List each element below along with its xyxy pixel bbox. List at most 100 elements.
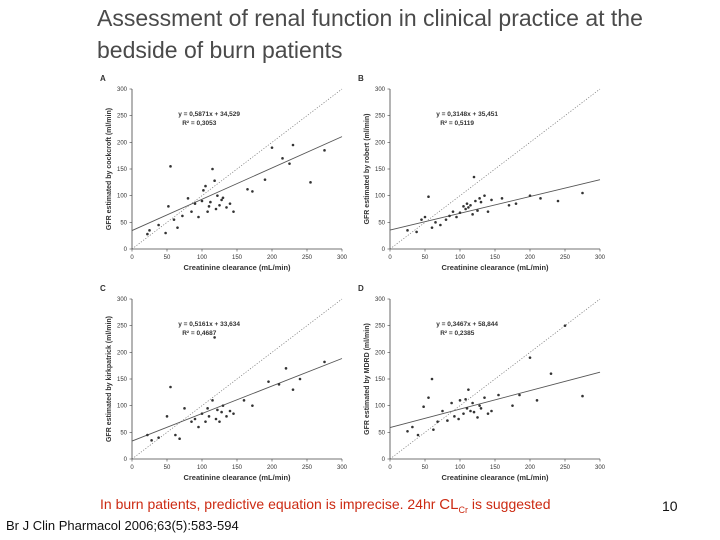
data-point: [225, 206, 228, 209]
y-tick-label: 100: [375, 404, 386, 410]
data-point: [288, 162, 291, 165]
data-point: [439, 223, 442, 227]
x-tick-label: 150: [232, 255, 243, 261]
data-point: [178, 437, 181, 441]
data-point: [486, 412, 490, 415]
data-point: [197, 215, 200, 219]
data-point: [228, 202, 232, 205]
data-point: [479, 407, 483, 410]
data-point: [232, 210, 235, 213]
x-tick-label: 0: [130, 465, 134, 471]
data-point: [232, 412, 235, 415]
data-point: [263, 178, 267, 181]
data-point: [174, 433, 177, 437]
data-point: [549, 372, 553, 375]
data-point: [464, 397, 467, 401]
data-point: [490, 198, 493, 202]
data-point: [193, 202, 197, 205]
y-tick-label: 150: [375, 377, 386, 383]
data-point: [270, 146, 274, 149]
x-tick-label: 100: [197, 465, 208, 471]
y-tick-label: 250: [117, 114, 128, 120]
x-tick-label: 0: [388, 255, 392, 261]
y-tick-label: 300: [375, 87, 386, 93]
conclusion-caption: In burn patients, predictive equation is…: [100, 496, 550, 515]
x-tick-label: 300: [337, 465, 348, 471]
data-point: [430, 377, 434, 381]
x-tick-label: 250: [560, 255, 571, 261]
x-tick-label: 250: [302, 465, 313, 471]
data-point: [411, 425, 414, 429]
data-point: [497, 393, 500, 397]
y-tick-label: 50: [120, 220, 127, 226]
data-point: [190, 420, 193, 423]
data-point: [169, 165, 172, 168]
data-point: [486, 210, 490, 213]
x-tick-label: 150: [490, 255, 501, 261]
data-point: [267, 380, 270, 383]
y-tick-label: 50: [120, 430, 127, 436]
slide-number: 10: [662, 498, 678, 514]
data-point: [581, 191, 584, 195]
x-tick-label: 100: [197, 255, 208, 261]
data-point: [246, 187, 249, 191]
data-point: [190, 210, 193, 213]
data-point: [467, 206, 470, 209]
data-point: [193, 417, 197, 421]
caption-suffix: is suggested: [467, 496, 551, 512]
x-axis-label: Creatinine clearance (mL/min): [183, 473, 291, 482]
data-point: [200, 199, 204, 203]
scatter-panel-c: C 0 50 100 150 200 250 300 0 50 100 150 200 250 300 Cre…: [100, 284, 348, 482]
data-point: [150, 439, 153, 442]
y-tick-label: 200: [117, 350, 128, 356]
y-tick-label: 150: [117, 377, 128, 383]
data-point: [539, 197, 542, 200]
data-point: [448, 214, 451, 218]
data-point: [415, 230, 418, 234]
data-point: [211, 399, 214, 402]
x-tick-label: 300: [595, 255, 606, 261]
data-point: [467, 388, 470, 391]
x-tick-label: 300: [337, 255, 348, 261]
data-point: [207, 205, 211, 208]
y-tick-label: 300: [117, 87, 128, 93]
data-point: [176, 226, 179, 229]
x-tick-label: 150: [490, 465, 501, 471]
x-tick-label: 250: [302, 255, 313, 261]
data-point: [157, 436, 160, 439]
caption-prefix: In burn patients, predictive equation is…: [100, 496, 440, 512]
panel-letter: D: [358, 284, 364, 293]
data-point: [465, 407, 469, 410]
data-point: [444, 218, 448, 221]
data-point: [535, 399, 539, 402]
y-tick-label: 0: [124, 247, 128, 253]
regression-equation: y = 0,3148x + 35,451: [436, 111, 498, 118]
data-point: [164, 231, 167, 235]
slide-title-line-2: bedside of burn patients: [97, 37, 343, 63]
y-tick-label: 250: [375, 324, 386, 330]
data-point: [146, 433, 149, 437]
identity-line: [131, 88, 343, 250]
y-axis-label: GFR estimated by MDRD (ml/min): [364, 323, 371, 435]
x-tick-label: 100: [455, 465, 466, 471]
y-axis-label: GFR estimated by kirkpatrick (ml/min): [106, 316, 113, 442]
data-point: [458, 211, 462, 215]
x-tick-label: 50: [164, 255, 171, 261]
data-point: [453, 415, 456, 418]
data-point: [446, 419, 449, 422]
data-point: [204, 184, 207, 188]
data-point: [202, 189, 205, 192]
data-point: [416, 433, 420, 437]
data-point: [427, 195, 430, 199]
data-point: [465, 202, 469, 205]
data-point: [563, 324, 567, 327]
data-point: [451, 210, 455, 213]
panel-letter: C: [100, 284, 106, 293]
data-point: [206, 407, 209, 410]
x-tick-label: 200: [525, 465, 536, 471]
data-point: [455, 215, 458, 219]
y-tick-label: 150: [375, 167, 386, 173]
data-point: [474, 199, 477, 203]
data-point: [581, 394, 584, 398]
data-point: [483, 194, 486, 197]
